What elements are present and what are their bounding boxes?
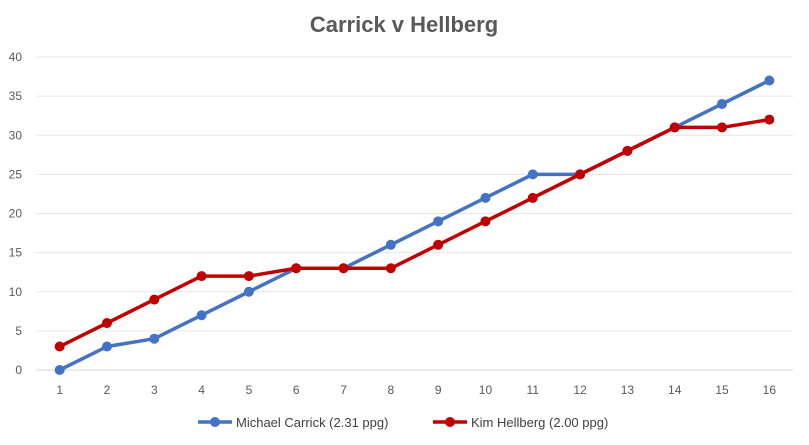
x-tick-label: 12 (573, 383, 587, 397)
y-axis-tick-labels: 0 5 10 15 20 25 30 35 40 (9, 50, 23, 377)
data-point (575, 169, 586, 180)
data-point (54, 341, 65, 352)
data-point (291, 263, 302, 274)
y-tick-label: 25 (9, 167, 23, 181)
x-tick-label: 3 (151, 383, 158, 397)
x-tick-label: 6 (293, 383, 300, 397)
legend: Michael Carrick (2.31 ppg) Kim Hellberg (… (198, 415, 608, 430)
data-point (196, 310, 207, 321)
x-tick-label: 9 (435, 383, 442, 397)
data-point (669, 122, 680, 133)
x-tick-label: 1 (56, 383, 63, 397)
y-tick-label: 15 (9, 246, 23, 260)
y-tick-label: 5 (15, 324, 22, 338)
data-point (196, 271, 207, 282)
data-point (149, 294, 160, 305)
y-tick-label: 30 (9, 128, 23, 142)
x-tick-label: 2 (104, 383, 111, 397)
data-point (385, 263, 396, 274)
data-point (243, 286, 254, 297)
series-layer (54, 75, 775, 375)
x-tick-label: 11 (527, 383, 540, 397)
data-point (54, 365, 65, 375)
x-tick-label: 16 (763, 383, 777, 397)
data-point (717, 122, 728, 133)
x-tick-label: 15 (715, 383, 729, 397)
data-point (622, 145, 633, 156)
data-point (101, 341, 112, 352)
legend-marker (210, 417, 220, 427)
data-point (243, 271, 254, 282)
legend-label: Michael Carrick (2.31 ppg) (236, 415, 388, 430)
x-tick-label: 13 (621, 383, 635, 397)
data-point (764, 114, 775, 125)
series-2 (54, 114, 775, 352)
data-point (433, 216, 444, 227)
data-point (717, 98, 728, 109)
series-line (57, 78, 772, 372)
y-tick-label: 0 (15, 363, 22, 377)
series-1 (54, 75, 775, 375)
x-tick-label: 10 (479, 383, 493, 397)
data-point (101, 318, 112, 329)
legend-label: Kim Hellberg (2.00 ppg) (471, 415, 608, 430)
x-tick-label: 4 (198, 383, 205, 397)
x-tick-label: 5 (246, 383, 253, 397)
chart-title: Carrick v Hellberg (310, 12, 498, 37)
x-tick-label: 7 (340, 383, 347, 397)
y-tick-label: 35 (9, 89, 23, 103)
legend-item: Kim Hellberg (2.00 ppg) (433, 415, 608, 430)
data-point (480, 216, 491, 227)
data-point (338, 263, 349, 274)
data-point (480, 192, 491, 203)
x-tick-label: 14 (668, 383, 682, 397)
data-point (433, 239, 444, 250)
data-point (527, 192, 538, 203)
series-line (57, 117, 772, 349)
y-tick-label: 20 (9, 207, 23, 221)
data-point (149, 333, 160, 344)
x-tick-label: 8 (388, 383, 395, 397)
data-point (764, 75, 775, 86)
y-tick-label: 40 (9, 50, 23, 64)
data-point (385, 239, 396, 250)
legend-marker (445, 417, 455, 427)
data-point (527, 169, 538, 180)
gridlines (36, 56, 793, 371)
y-tick-label: 10 (9, 285, 23, 299)
x-axis-tick-labels: 1 2 3 4 5 6 7 8 9 10 11 12 13 14 15 16 (56, 383, 776, 397)
legend-item: Michael Carrick (2.31 ppg) (198, 415, 388, 430)
